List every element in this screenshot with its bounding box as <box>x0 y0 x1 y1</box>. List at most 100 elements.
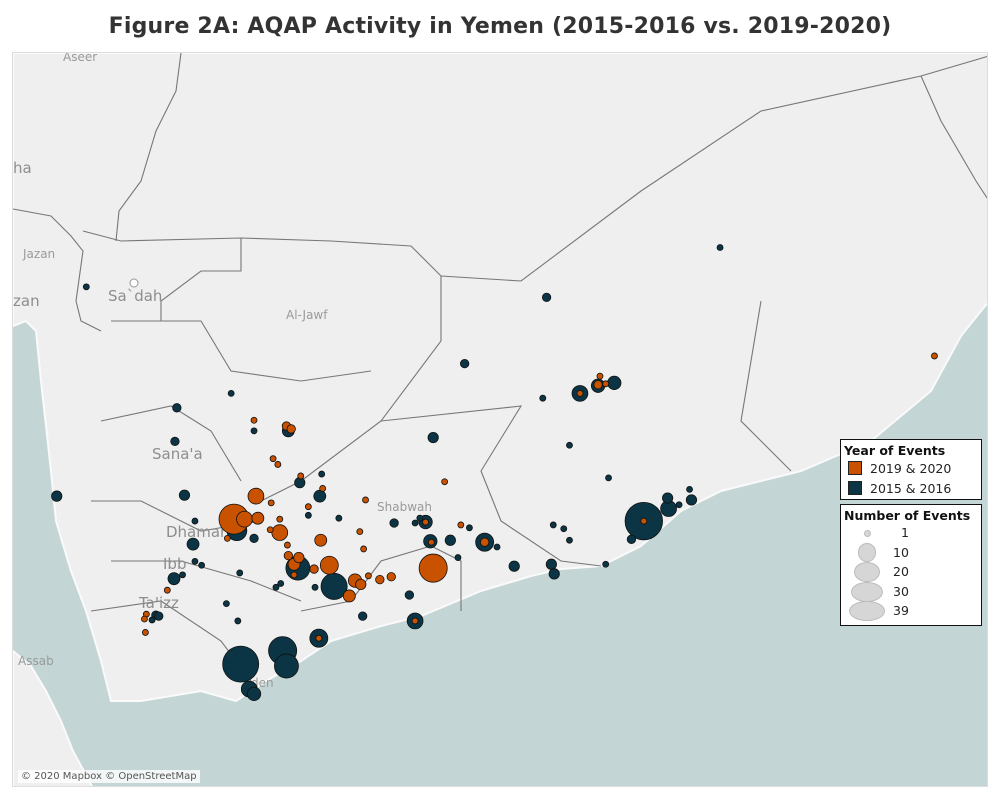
event-marker-2019-2020[interactable] <box>297 472 305 480</box>
event-marker-2019-2020[interactable] <box>290 571 298 579</box>
event-marker-2019-2020[interactable] <box>457 521 465 529</box>
event-marker-2015-2016[interactable] <box>454 554 462 561</box>
event-marker-2019-2020[interactable] <box>319 485 327 492</box>
event-marker-2019-2020[interactable] <box>250 416 258 424</box>
event-marker-2015-2016[interactable] <box>234 617 242 625</box>
event-marker-2015-2016[interactable] <box>427 431 439 444</box>
event-marker-2019-2020[interactable] <box>163 586 171 594</box>
event-marker-2015-2016[interactable] <box>508 560 520 572</box>
event-marker-2019-2020[interactable] <box>596 372 604 380</box>
event-marker-2015-2016[interactable] <box>313 489 327 503</box>
event-marker-2015-2016[interactable] <box>685 494 698 506</box>
event-marker-2019-2020[interactable] <box>315 634 323 642</box>
event-marker-2019-2020[interactable] <box>293 551 305 564</box>
event-marker-2015-2016[interactable] <box>318 470 326 478</box>
event-marker-2019-2020[interactable] <box>411 617 419 625</box>
event-marker-2015-2016[interactable] <box>154 611 164 621</box>
event-marker-2019-2020[interactable] <box>314 533 328 547</box>
event-marker-2015-2016[interactable] <box>541 292 552 303</box>
event-marker-2015-2016[interactable] <box>686 485 693 493</box>
event-marker-2015-2016[interactable] <box>311 583 319 591</box>
event-marker-2015-2016[interactable] <box>222 645 260 683</box>
event-marker-2015-2016[interactable] <box>566 536 573 544</box>
event-marker-2015-2016[interactable] <box>460 358 470 369</box>
event-marker-2015-2016[interactable] <box>539 394 547 402</box>
event-marker-2015-2016[interactable] <box>198 561 206 569</box>
map-attribution[interactable]: © 2020 Mapbox © OpenStreetMap <box>18 770 200 783</box>
event-marker-2019-2020[interactable] <box>576 389 584 397</box>
event-marker-2019-2020[interactable] <box>640 517 648 525</box>
event-marker-2015-2016[interactable] <box>389 518 399 528</box>
map-view[interactable]: Aseer ha Jazan zan Sa`dah Al-Jawf Sana'a… <box>12 52 988 787</box>
event-marker-2019-2020[interactable] <box>355 578 367 591</box>
event-marker-2019-2020[interactable] <box>283 541 291 549</box>
event-marker-2015-2016[interactable] <box>566 441 573 449</box>
event-marker-2019-2020[interactable] <box>223 534 231 542</box>
event-marker-2015-2016[interactable] <box>607 375 622 390</box>
event-marker-2015-2016[interactable] <box>178 489 191 501</box>
event-marker-2019-2020[interactable] <box>342 589 356 603</box>
event-marker-2015-2016[interactable] <box>191 558 199 565</box>
event-marker-2019-2020[interactable] <box>286 424 296 434</box>
event-marker-2019-2020[interactable] <box>386 572 396 582</box>
event-marker-2015-2016[interactable] <box>51 490 63 502</box>
event-marker-2019-2020[interactable] <box>364 572 372 580</box>
event-marker-2015-2016[interactable] <box>304 511 312 519</box>
event-marker-2019-2020[interactable] <box>480 537 490 547</box>
event-marker-2019-2020[interactable] <box>283 550 293 561</box>
event-marker-2019-2020[interactable] <box>141 615 148 623</box>
event-marker-2015-2016[interactable] <box>358 611 368 621</box>
event-marker-2015-2016[interactable] <box>626 534 637 544</box>
event-marker-2019-2020[interactable] <box>309 564 319 574</box>
event-marker-2015-2016[interactable] <box>246 686 262 701</box>
event-marker-2015-2016[interactable] <box>548 568 560 580</box>
event-marker-2015-2016[interactable] <box>82 283 90 291</box>
event-marker-2019-2020[interactable] <box>441 478 449 486</box>
event-marker-2015-2016[interactable] <box>545 558 557 570</box>
event-marker-2015-2016[interactable] <box>250 427 258 435</box>
event-marker-2015-2016[interactable] <box>249 533 259 544</box>
event-marker-2015-2016[interactable] <box>179 571 186 579</box>
event-marker-2015-2016[interactable] <box>148 616 156 624</box>
event-marker-2015-2016[interactable] <box>549 521 557 529</box>
event-marker-2015-2016[interactable] <box>605 474 612 482</box>
event-marker-2015-2016[interactable] <box>493 543 501 551</box>
legend-item-2015-2016[interactable]: 2015 & 2016 <box>841 478 981 498</box>
event-marker-2015-2016[interactable] <box>335 514 343 522</box>
legend-item-2019-2020[interactable]: 2019 & 2020 <box>841 458 981 478</box>
event-marker-2019-2020[interactable] <box>266 526 274 534</box>
event-marker-2015-2016[interactable] <box>167 572 181 586</box>
event-marker-2015-2016[interactable] <box>191 517 199 525</box>
event-marker-2015-2016[interactable] <box>272 583 280 591</box>
event-marker-2019-2020[interactable] <box>375 574 385 585</box>
event-marker-2015-2016[interactable] <box>466 524 473 532</box>
event-marker-2019-2020[interactable] <box>418 553 448 583</box>
event-marker-2019-2020[interactable] <box>362 496 369 504</box>
event-marker-2019-2020[interactable] <box>141 629 149 636</box>
event-marker-2015-2016[interactable] <box>186 537 200 551</box>
event-marker-2019-2020[interactable] <box>427 538 435 546</box>
event-marker-2019-2020[interactable] <box>319 555 339 575</box>
event-marker-2015-2016[interactable] <box>675 501 683 509</box>
event-marker-2015-2016[interactable] <box>170 436 180 447</box>
event-marker-2019-2020[interactable] <box>274 461 282 468</box>
event-marker-2015-2016[interactable] <box>277 580 285 587</box>
event-marker-2015-2016[interactable] <box>444 534 456 546</box>
event-marker-2019-2020[interactable] <box>356 528 364 536</box>
event-marker-2019-2020[interactable] <box>931 352 938 360</box>
event-marker-2019-2020[interactable] <box>267 499 275 507</box>
event-marker-2015-2016[interactable] <box>662 492 674 504</box>
event-marker-2019-2020[interactable] <box>271 524 289 541</box>
event-marker-2015-2016[interactable] <box>222 600 230 608</box>
event-marker-2019-2020[interactable] <box>236 510 253 528</box>
event-marker-2015-2016[interactable] <box>274 653 299 679</box>
event-marker-2015-2016[interactable] <box>404 590 415 600</box>
event-marker-2019-2020[interactable] <box>276 515 284 523</box>
event-marker-2015-2016[interactable] <box>716 244 724 251</box>
event-marker-2015-2016[interactable] <box>602 560 610 568</box>
event-marker-2019-2020[interactable] <box>593 380 603 390</box>
event-marker-2015-2016[interactable] <box>416 514 424 522</box>
event-marker-2015-2016[interactable] <box>411 519 419 527</box>
event-marker-2019-2020[interactable] <box>360 545 368 553</box>
event-marker-2019-2020[interactable] <box>304 503 312 511</box>
